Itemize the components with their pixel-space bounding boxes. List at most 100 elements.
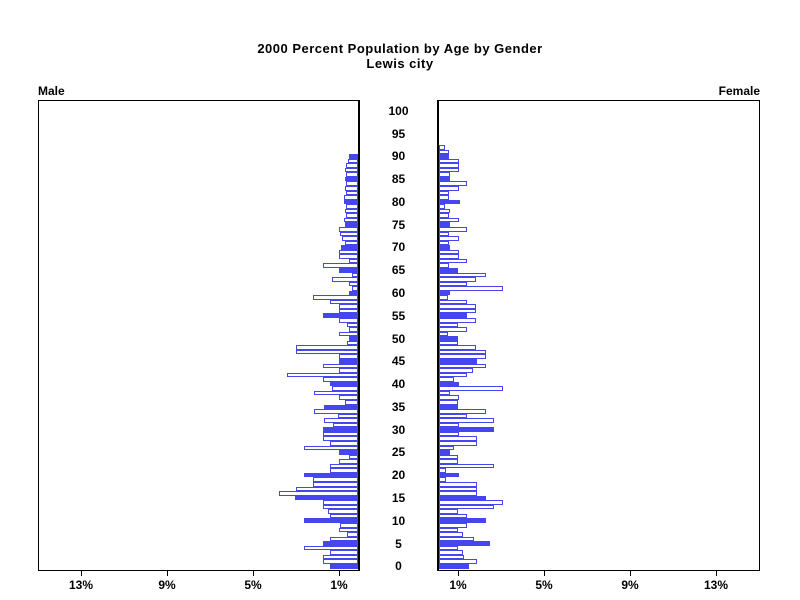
male-bar-age-48: [296, 345, 358, 350]
male-tick-5pct: [253, 570, 254, 576]
female-bar-age-91: [439, 150, 449, 154]
female-bar-age-39: [439, 386, 503, 391]
female-bar-age-33: [439, 414, 467, 418]
female-bar-age-64: [439, 273, 486, 277]
male-bar-age-45: [339, 359, 358, 364]
female-bar-age-11: [439, 514, 467, 518]
female-bar-age-31: [439, 423, 459, 427]
male-bar-age-16: [279, 491, 358, 496]
male-bar-age-83: [345, 186, 358, 191]
male-bar-age-30: [323, 427, 358, 432]
male-bar-age-78: [345, 209, 358, 213]
female-bar-age-29: [439, 432, 459, 436]
male-tick-label-9pct: 9%: [158, 578, 176, 592]
female-bar-age-81: [439, 195, 449, 200]
male-bar-age-77: [346, 213, 358, 218]
female-bar-age-10: [439, 518, 486, 523]
female-bar-age-3: [439, 550, 463, 555]
male-bar-age-72: [342, 236, 358, 241]
female-bar-age-36: [439, 400, 458, 405]
male-bar-age-81: [344, 195, 358, 200]
male-bar-age-43: [339, 368, 358, 373]
male-bar-age-68: [339, 254, 358, 259]
female-bar-age-48: [439, 345, 476, 350]
chart-title: 2000 Percent Population by Age by Gender: [257, 41, 543, 56]
female-bar-age-32: [439, 418, 494, 423]
female-tick-label-13pct: 13%: [703, 578, 729, 592]
age-tick-label-90: 90: [391, 149, 406, 163]
male-bar-age-27: [330, 441, 358, 446]
female-bar-age-45: [439, 359, 477, 364]
female-bar-age-83: [439, 186, 459, 191]
female-bar-age-60: [439, 291, 450, 295]
age-tick-label-80: 80: [391, 195, 406, 209]
female-bar-age-44: [439, 364, 486, 368]
female-bar-age-46: [439, 354, 486, 359]
male-bar-age-15: [295, 496, 358, 500]
male-bar-age-73: [340, 232, 358, 236]
male-bar-age-80: [344, 200, 358, 204]
female-bar-age-87: [439, 168, 459, 172]
female-bar-age-38: [439, 391, 450, 395]
male-bar-age-28: [323, 436, 358, 441]
male-bar-age-58: [330, 300, 358, 304]
female-bar-age-74: [439, 227, 467, 232]
female-bar-age-77: [439, 213, 449, 218]
male-bar-age-76: [344, 218, 358, 222]
female-bar-age-23: [439, 459, 458, 464]
age-tick-label-15: 15: [391, 491, 406, 505]
male-bar-age-74: [339, 227, 358, 232]
male-plot-box: [38, 100, 360, 571]
female-bar-age-57: [439, 304, 476, 309]
male-bar-age-66: [323, 263, 358, 268]
female-tick-1pct: [458, 570, 459, 576]
age-tick-label-30: 30: [391, 423, 406, 437]
female-bar-age-50: [439, 336, 458, 341]
male-bar-age-62: [349, 282, 358, 286]
male-tick-9pct: [167, 570, 168, 576]
male-bar-age-85: [345, 177, 358, 181]
male-bar-age-36: [345, 400, 358, 405]
male-bar-age-4: [304, 546, 358, 550]
female-bar-age-15: [439, 496, 486, 500]
female-tick-13pct: [716, 570, 717, 576]
male-bar-age-10: [304, 518, 358, 523]
female-tick-9pct: [630, 570, 631, 576]
male-bar-age-53: [347, 323, 358, 327]
male-bar-age-46: [339, 354, 358, 359]
male-bar-age-32: [324, 418, 358, 423]
female-bar-age-40: [439, 382, 459, 386]
male-tick-label-1pct: 1%: [330, 578, 348, 592]
female-bar-age-42: [439, 373, 467, 377]
male-bar-age-69: [339, 250, 358, 254]
female-bar-age-25: [439, 450, 450, 455]
female-bar-age-18: [439, 482, 477, 487]
female-bar-age-28: [439, 436, 477, 441]
male-bar-age-79: [346, 204, 358, 209]
male-bar-age-9: [340, 523, 358, 528]
male-bar-age-8: [339, 528, 358, 532]
male-bar-age-39: [332, 386, 358, 391]
female-bar-age-2: [439, 555, 464, 559]
female-bar-age-13: [439, 505, 494, 509]
female-bar-age-61: [439, 286, 503, 291]
male-bar-age-87: [345, 168, 358, 172]
female-bar-age-90: [439, 154, 449, 159]
female-bar-age-53: [439, 323, 458, 327]
age-tick-label-25: 25: [391, 445, 406, 459]
female-bar-age-59: [439, 295, 448, 300]
male-bar-age-88: [346, 163, 358, 168]
female-bar-age-30: [439, 427, 494, 432]
male-bar-age-52: [349, 327, 358, 332]
age-tick-label-95: 95: [391, 127, 406, 141]
male-bar-age-17: [296, 487, 358, 491]
male-bar-age-23: [339, 459, 358, 464]
male-bar-age-67: [349, 259, 358, 263]
age-tick-label-70: 70: [391, 240, 406, 254]
male-bar-age-38: [314, 391, 358, 395]
male-bar-age-3: [330, 550, 358, 555]
age-tick-label-75: 75: [391, 218, 406, 232]
male-bar-age-65: [339, 268, 358, 273]
female-bar-age-63: [439, 277, 476, 282]
female-bar-age-34: [439, 409, 486, 414]
